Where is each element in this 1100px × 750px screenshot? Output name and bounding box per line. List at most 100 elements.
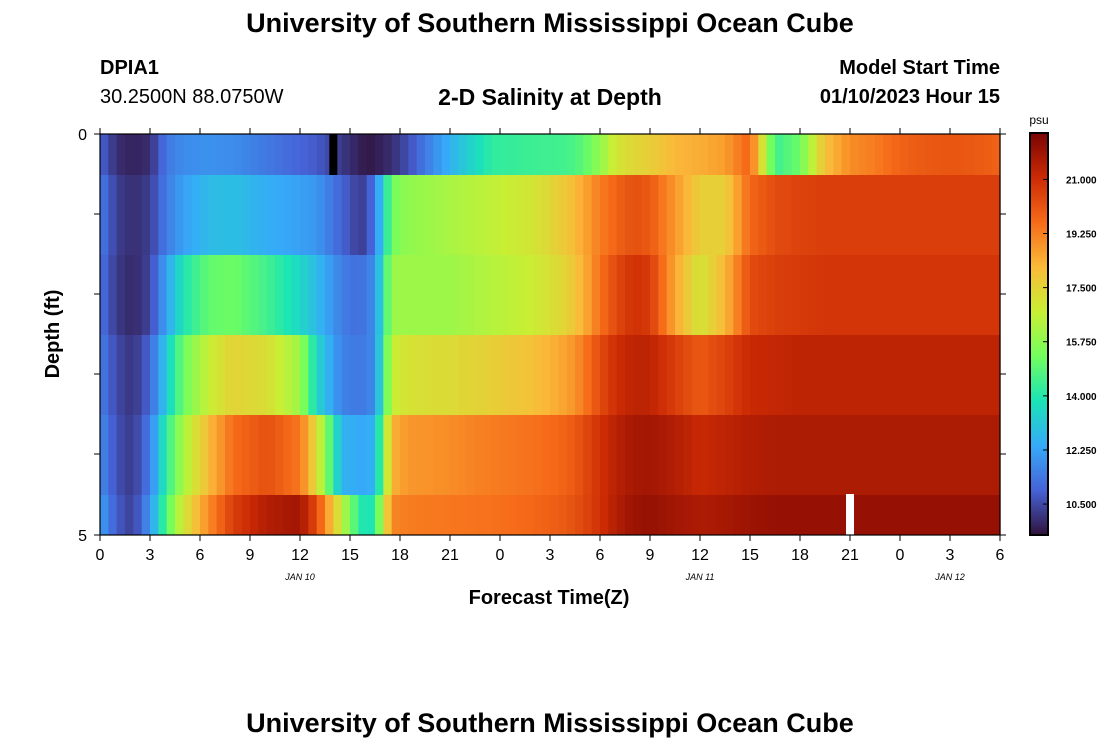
heatmap-cell — [891, 175, 901, 255]
heatmap-cell — [225, 175, 234, 255]
heatmap-cell — [616, 134, 626, 175]
x-tick-label: 0 — [96, 547, 105, 564]
heatmap-cell — [683, 255, 693, 335]
heatmap-cell — [700, 175, 709, 255]
heatmap-cell — [158, 335, 168, 415]
colorbar-tick-label: 17.500 — [1066, 284, 1097, 295]
heatmap-cell — [250, 415, 259, 495]
x-tick-label: 0 — [896, 547, 905, 564]
heatmap-cell — [358, 255, 368, 335]
heatmap-cell — [691, 255, 701, 335]
heatmap-cell — [925, 134, 934, 175]
heatmap-cell — [241, 335, 251, 415]
heatmap-cell — [766, 335, 776, 415]
heatmap-cell — [633, 134, 643, 175]
heatmap-cell — [525, 495, 534, 535]
heatmap-cell — [441, 495, 451, 535]
heatmap-cell — [275, 255, 284, 335]
heatmap-cell — [333, 415, 343, 495]
heatmap-cell — [841, 255, 851, 335]
heatmap-cell — [958, 495, 968, 535]
heatmap-cell — [933, 415, 943, 495]
heatmap-cell — [383, 134, 393, 175]
heatmap-cell — [633, 175, 643, 255]
heatmap-cell — [116, 175, 126, 255]
heatmap-cell — [275, 495, 284, 535]
heatmap-cell — [241, 255, 251, 335]
heatmap-cell — [225, 134, 234, 175]
heatmap-cell — [850, 134, 859, 175]
heatmap-cell — [350, 495, 359, 535]
heatmap-cell — [500, 415, 509, 495]
x-tick-label: 6 — [596, 547, 605, 564]
heatmap-cell — [891, 134, 901, 175]
heatmap-cell — [800, 415, 809, 495]
heatmap-cell — [450, 255, 459, 335]
heatmap-cell — [900, 134, 909, 175]
missing-data-mark — [846, 494, 854, 535]
heatmap-cell — [391, 175, 401, 255]
heatmap-cell — [316, 495, 326, 535]
heatmap-cell — [600, 134, 609, 175]
y-axis-label: Depth (ft) — [42, 290, 64, 379]
heatmap-cell — [716, 335, 726, 415]
heatmap-cell — [108, 335, 118, 415]
heatmap-cell — [625, 415, 634, 495]
heatmap-cell — [541, 335, 551, 415]
heatmap-cell — [175, 415, 184, 495]
heatmap-cell — [825, 415, 834, 495]
date-label: JAN 10 — [284, 572, 315, 582]
heatmap-cell — [750, 415, 759, 495]
heatmap-cell — [183, 495, 193, 535]
heatmap-cell — [641, 415, 651, 495]
heatmap-cell — [300, 255, 309, 335]
heatmap-cell — [591, 255, 601, 335]
heatmap-cell — [708, 495, 718, 535]
heatmap-cell — [716, 255, 726, 335]
heatmap-cell — [933, 255, 943, 335]
heatmap-cell — [233, 495, 243, 535]
heatmap-cell — [308, 255, 318, 335]
heatmap-cell — [691, 415, 701, 495]
heatmap-cell — [116, 134, 126, 175]
heatmap-cell — [808, 175, 818, 255]
heatmap-cell — [241, 415, 251, 495]
heatmap-cell — [816, 415, 826, 495]
heatmap-cell — [583, 415, 593, 495]
heatmap-cell — [916, 335, 926, 415]
heatmap-cell — [558, 335, 568, 415]
heatmap-cell — [841, 335, 851, 415]
heatmap-cell — [158, 175, 168, 255]
heatmap-cell — [616, 175, 626, 255]
heatmap-cell — [825, 134, 834, 175]
x-tick-label: 0 — [496, 547, 505, 564]
heatmap-cell — [650, 495, 659, 535]
heatmap-cell — [966, 175, 976, 255]
heatmap-cell — [783, 134, 793, 175]
heatmap-cell — [541, 255, 551, 335]
heatmap-cell — [775, 415, 784, 495]
heatmap-cell — [708, 255, 718, 335]
heatmap-cell — [316, 415, 326, 495]
heatmap-cell — [141, 255, 151, 335]
heatmap-cell — [716, 415, 726, 495]
heatmap-cell — [916, 134, 926, 175]
heatmap-cell — [933, 335, 943, 415]
heatmap-cell — [125, 255, 134, 335]
heatmap-cell — [258, 134, 268, 175]
heatmap-cell — [391, 495, 401, 535]
heatmap-cell — [125, 134, 134, 175]
heatmap-cell — [466, 335, 476, 415]
heatmap-cell — [516, 495, 526, 535]
heatmap-cell — [725, 495, 734, 535]
page-title: University of Southern Mississippi Ocean… — [246, 8, 854, 38]
heatmap-cell — [900, 255, 909, 335]
heatmap-cell — [566, 175, 576, 255]
heatmap-cell — [741, 134, 751, 175]
footer-title: University of Southern Mississippi Ocean… — [246, 708, 854, 738]
heatmap-cell — [175, 175, 184, 255]
heatmap-cell — [400, 134, 409, 175]
heatmap-cell — [766, 495, 776, 535]
heatmap-cell — [225, 415, 234, 495]
heatmap-cell — [625, 175, 634, 255]
